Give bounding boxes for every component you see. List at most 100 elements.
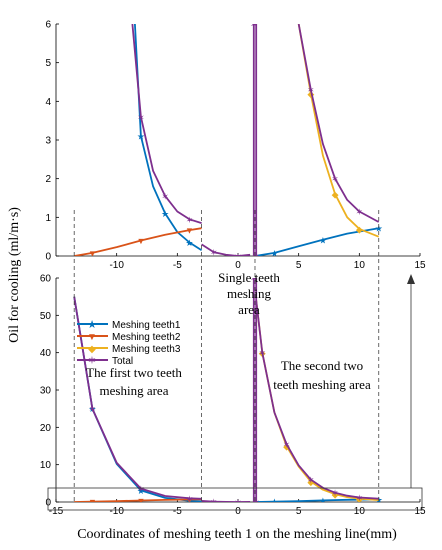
lower-y-tick-label: 50 xyxy=(40,311,52,322)
upper-x-tick-label: 5 xyxy=(296,260,302,271)
upper-series-total xyxy=(131,24,202,224)
lower-point-meshing-teeth3: ◆ xyxy=(283,442,290,452)
upper-x-tick-label: -5 xyxy=(173,260,182,271)
upper-point-meshing-teeth1: ★ xyxy=(161,209,169,219)
upper-point-total: ✶ xyxy=(307,85,315,95)
legend-label-total: Total xyxy=(112,356,133,367)
upper-point-meshing-teeth1: ★ xyxy=(137,132,145,142)
upper-series-total xyxy=(252,24,258,256)
lower-point-meshing-teeth2: ▼ xyxy=(88,497,97,507)
lower-point-total: ✶ xyxy=(356,493,364,503)
lower-point-total: ✶ xyxy=(89,404,97,414)
upper-point-total: ✶ xyxy=(137,112,145,122)
lower-x-tick-label: 5 xyxy=(296,506,302,517)
annotation-single-line2: meshing xyxy=(227,286,272,301)
upper-point-meshing-teeth1: ★ xyxy=(185,238,193,248)
lower-point-meshing-teeth1: ★ xyxy=(270,497,278,507)
x-axis-label: Coordinates of meshing teeth 1 on the me… xyxy=(77,527,397,542)
annotation-first-line2: meshing area xyxy=(100,383,169,398)
upper-y-tick-label: 3 xyxy=(45,136,51,147)
lower-point-total: ✶ xyxy=(210,497,218,507)
upper-x-tick-label: 15 xyxy=(414,260,426,271)
lower-y-tick-label: 30 xyxy=(40,386,52,397)
lower-y-tick-label: 40 xyxy=(40,348,52,359)
legend-marker-teeth1: ★ xyxy=(87,319,97,331)
upper-point-meshing-teeth2: ▼ xyxy=(88,248,97,258)
lower-x-tick-label: -5 xyxy=(173,506,182,517)
lower-series-total xyxy=(255,300,379,500)
lower-series-total xyxy=(252,278,258,502)
lower-x-tick-label: 15 xyxy=(414,506,426,517)
annotation-single-line1: Single teeth xyxy=(218,270,280,285)
annotation-second-line1: The second two xyxy=(281,358,363,373)
upper-point-meshing-teeth1: ★ xyxy=(375,224,383,234)
legend: ★ Meshing teeth1 ▼ Meshing teeth2 ◆ Mesh… xyxy=(77,319,181,367)
upper-y-tick-label: 2 xyxy=(45,174,51,185)
lower-point-total: ✶ xyxy=(283,440,291,450)
lower-point-total: ✶ xyxy=(250,274,258,284)
upper-series-meshing-teeth3 xyxy=(297,24,380,238)
lower-point-total: ✶ xyxy=(186,494,194,504)
upper-series-group: ★★★★★★▼▼▼◆◆◆✶✶✶✶ ✶✶✶✶✶✶ xyxy=(74,20,383,262)
upper-series-meshing-teeth2 xyxy=(74,227,202,256)
lower-x-tick-label: 10 xyxy=(354,506,366,517)
lower-point-meshing-teeth3: ◆ xyxy=(332,490,339,500)
legend-label-teeth3: Meshing teeth3 xyxy=(112,344,181,355)
lower-x-tick-label: 0 xyxy=(235,506,241,517)
upper-point-total: ✶ xyxy=(356,207,364,217)
lower-point-total: ✶ xyxy=(307,475,315,485)
lower-series-meshing-teeth1 xyxy=(254,498,379,502)
lower-point-total: ✶ xyxy=(234,498,242,508)
lower-point-meshing-teeth1: ★ xyxy=(137,486,145,496)
lower-y-tick-label: 60 xyxy=(40,274,52,285)
upper-y-tick-label: 4 xyxy=(45,97,51,108)
legend-label-teeth2: Meshing teeth2 xyxy=(112,332,181,343)
lower-series-total xyxy=(201,500,251,502)
legend-marker-teeth2: ▼ xyxy=(87,332,97,343)
legend-marker-teeth3: ◆ xyxy=(88,344,96,355)
zoom-box xyxy=(47,487,423,511)
lower-y-tick-label: 20 xyxy=(40,423,52,434)
overlay-annotations xyxy=(47,210,423,511)
upper-y-tick-label: 1 xyxy=(45,213,51,224)
legend-marker-total: ✶ xyxy=(87,355,96,367)
upper-point-total: ✶ xyxy=(250,20,258,30)
upper-point-meshing-teeth3: ◆ xyxy=(356,224,363,234)
legend-label-teeth1: Meshing teeth1 xyxy=(112,320,181,331)
annotation-first-line1: The first two teeth xyxy=(86,365,182,380)
annotation-second-line2: teeth meshing area xyxy=(273,377,371,392)
lower-x-tick-label: -10 xyxy=(109,506,124,517)
upper-series-total xyxy=(297,24,380,223)
upper-y-tick-label: 5 xyxy=(45,58,51,69)
upper-y-tick-label: 0 xyxy=(45,252,51,263)
upper-y-tick-label: 6 xyxy=(45,20,51,31)
upper-point-total: ✶ xyxy=(161,192,169,202)
lower-point-total: ✶ xyxy=(252,498,260,508)
upper-series-meshing-teeth1 xyxy=(254,227,379,256)
y-axis-label: Oil for cooling (ml/m·s) xyxy=(7,207,22,343)
upper-point-meshing-teeth2: ▼ xyxy=(185,226,194,236)
lower-series-total xyxy=(73,296,202,500)
upper-point-total: ✶ xyxy=(186,215,194,225)
upper-point-total: ✶ xyxy=(210,248,218,258)
upper-point-meshing-teeth1: ★ xyxy=(270,248,278,258)
lower-y-tick-label: 10 xyxy=(40,460,52,471)
lower-point-total: ✶ xyxy=(331,488,339,498)
upper-x-tick-label: 10 xyxy=(354,260,366,271)
upper-point-total: ✶ xyxy=(252,252,260,262)
upper-series-total xyxy=(201,243,251,256)
upper-point-total: ✶ xyxy=(234,252,242,262)
lower-series-meshing-teeth3 xyxy=(255,300,379,501)
lower-x-tick-label: -15 xyxy=(49,506,64,517)
upper-x-tick-label: 0 xyxy=(235,260,241,271)
upper-point-meshing-teeth1: ★ xyxy=(319,235,327,245)
lower-point-meshing-teeth3: ◆ xyxy=(307,477,314,487)
lower-point-total: ✶ xyxy=(137,484,145,494)
lower-point-meshing-teeth2: ▼ xyxy=(136,496,145,506)
upper-point-meshing-teeth3: ◆ xyxy=(332,190,339,200)
lower-series-meshing-teeth2 xyxy=(74,498,202,502)
lower-point-total: ✶ xyxy=(258,348,266,358)
upper-series-meshing-teeth1 xyxy=(134,24,203,251)
